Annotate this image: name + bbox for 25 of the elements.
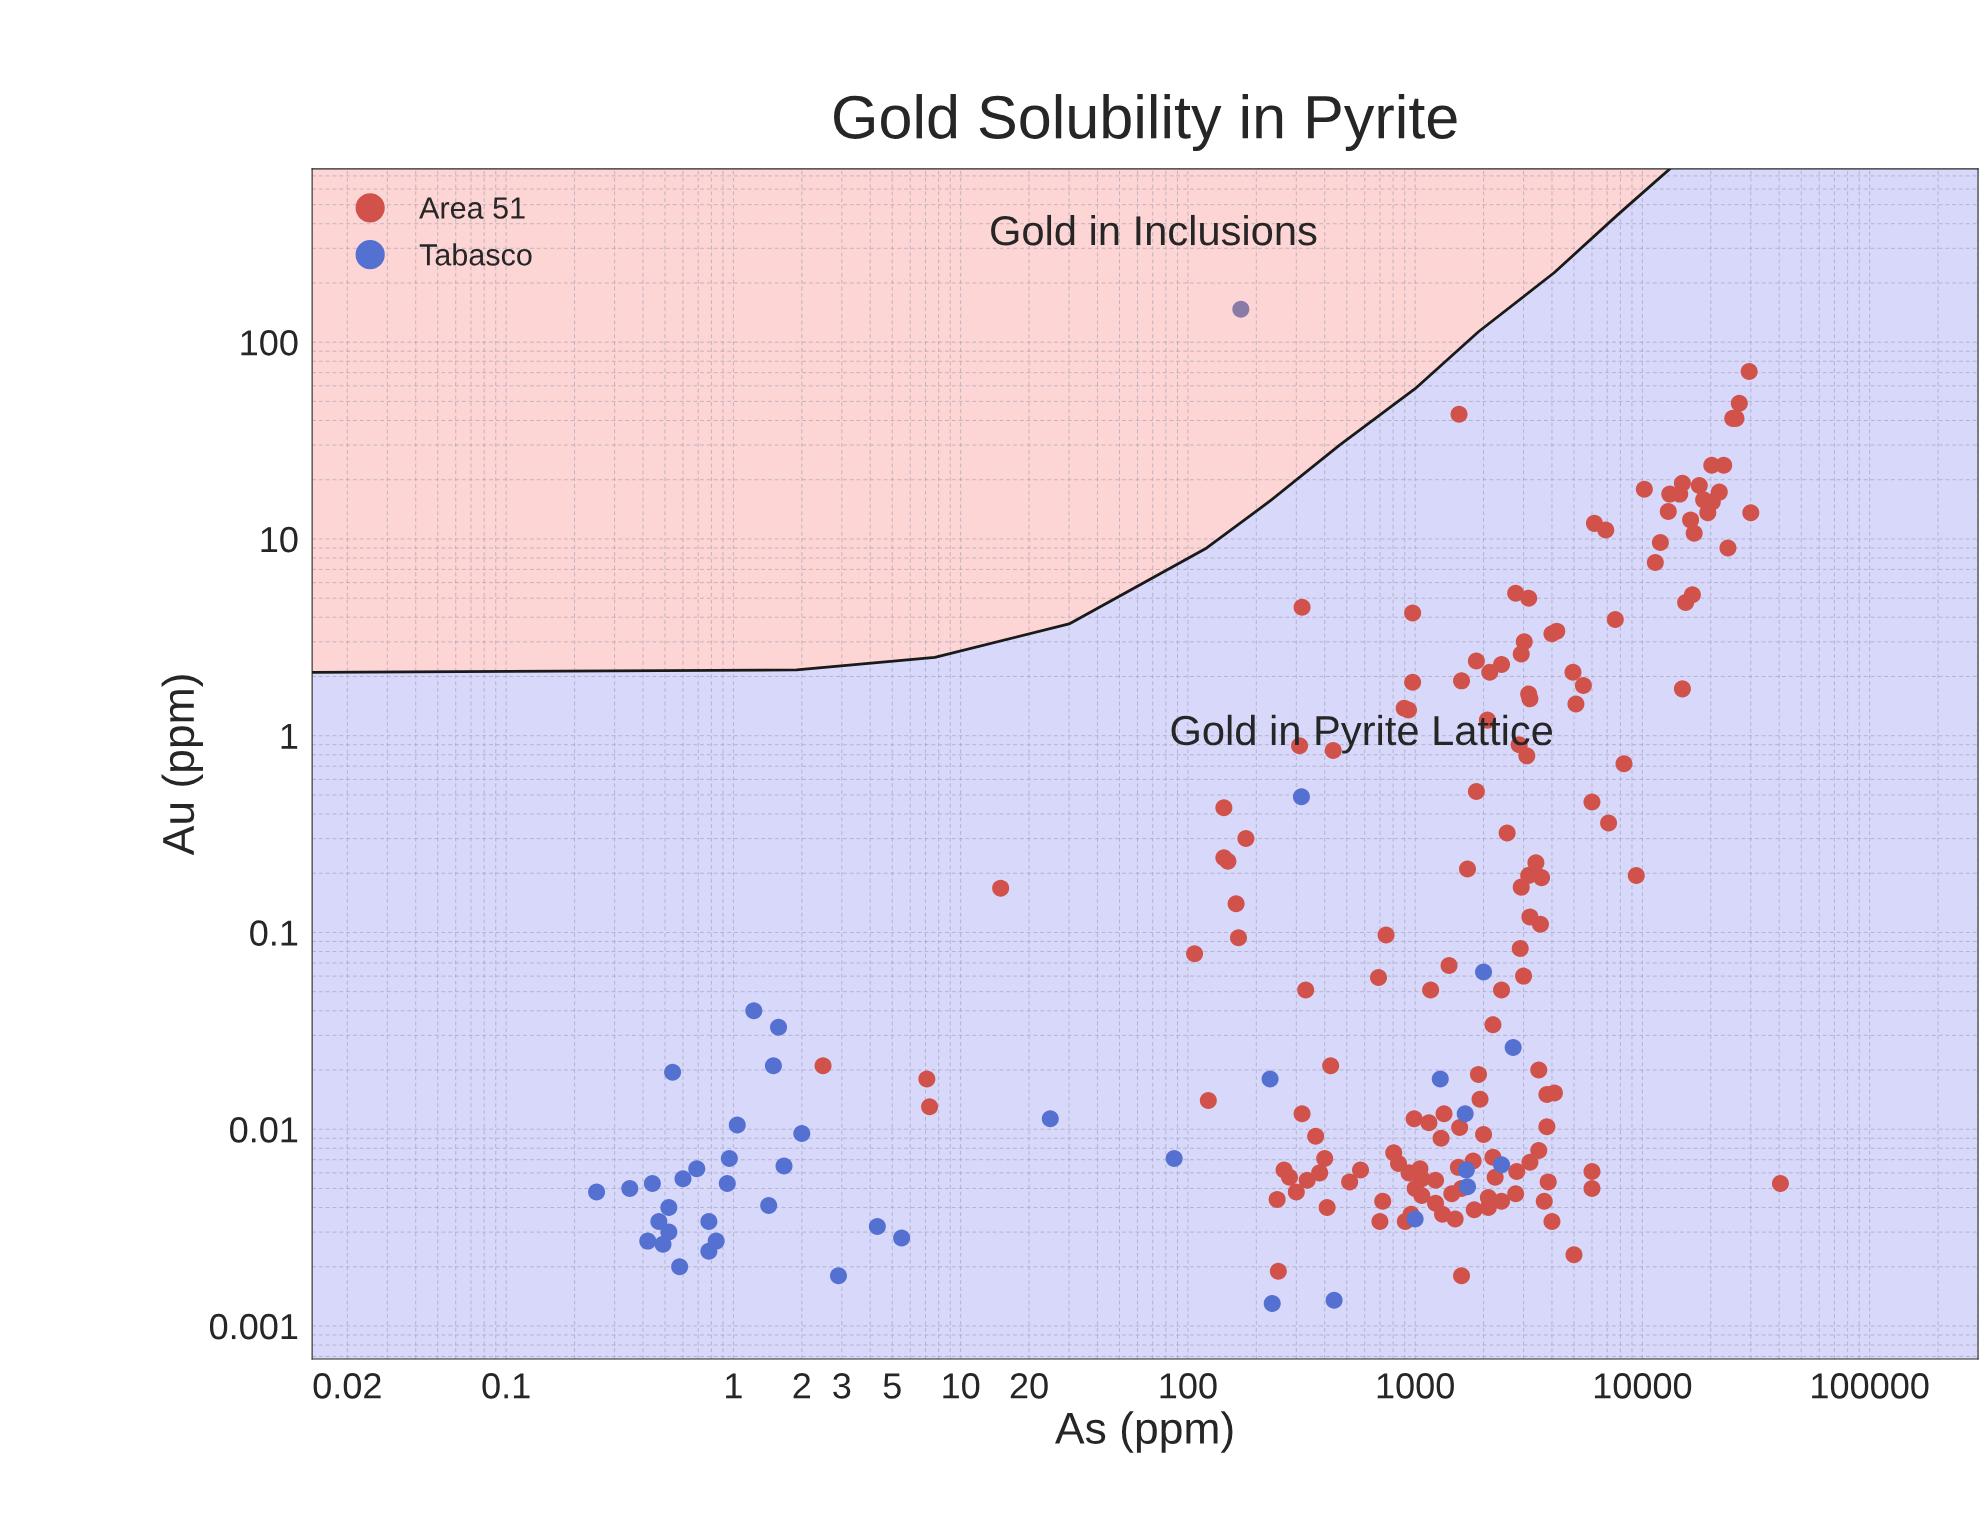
y-tick-label: 0.1	[250, 920, 298, 946]
x-tick-label: 10	[943, 1373, 980, 1399]
x-tick-label: 0.1	[482, 1373, 530, 1399]
x-tick-label: 100000	[1812, 1373, 1929, 1399]
y-tick-label: 0.01	[230, 1117, 298, 1143]
x-tick-label: 5	[883, 1373, 901, 1399]
legend-label: Tabasco	[419, 243, 532, 266]
y-tick-label: 100	[241, 330, 298, 356]
y-axis-title: Au (ppm)	[161, 675, 204, 856]
legend-label: Area 51	[419, 197, 525, 219]
x-tick-label: 10000	[1594, 1373, 1692, 1399]
x-tick-label: 20	[1010, 1373, 1048, 1399]
x-tick-label: 1000	[1377, 1373, 1454, 1399]
y-tick-label: 0.001	[209, 1313, 298, 1340]
x-tick-label: 1	[726, 1373, 742, 1399]
x-axis-title: As (ppm)	[1055, 1411, 1233, 1453]
chart-title: Gold Solubility in Pyrite	[833, 94, 1457, 152]
y-tick-label: 1	[281, 723, 298, 749]
x-tick-label: 3	[833, 1373, 851, 1399]
x-tick-label: 100	[1160, 1373, 1217, 1399]
annotation: Gold in Inclusions	[991, 214, 1317, 246]
annotation: Gold in Pyrite Lattice	[1171, 714, 1553, 754]
x-tick-label: 2	[793, 1373, 811, 1399]
x-tick-label: 0.02	[313, 1373, 381, 1399]
y-tick-label: 10	[261, 526, 298, 553]
